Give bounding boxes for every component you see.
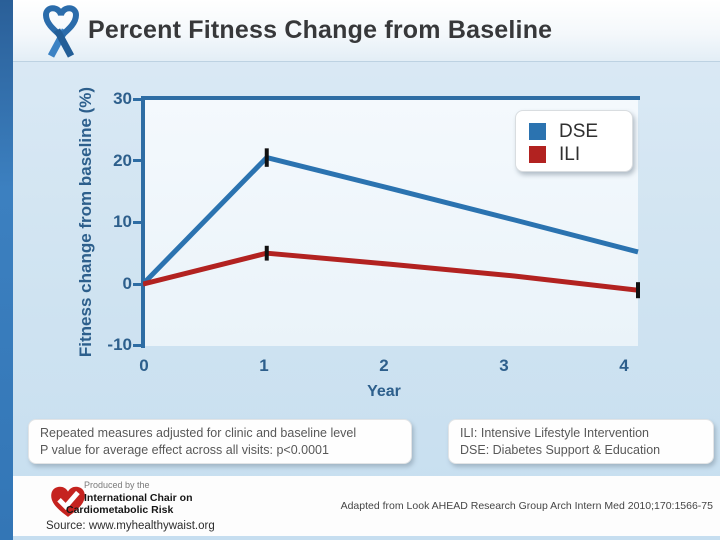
dse-color-swatch: [529, 123, 546, 140]
methods-note-line2: P value for average effect across all vi…: [40, 443, 329, 457]
x-tick-label: 0: [139, 356, 149, 375]
abbrev-line1: ILI: Intensive Lifestyle Intervention: [460, 426, 649, 440]
x-tick-label: 1: [259, 356, 269, 375]
slide-header: Percent Fitness Change from Baseline: [13, 0, 720, 62]
y-tick-mark: [133, 159, 141, 162]
y-tick-mark: [133, 221, 141, 224]
page-title: Percent Fitness Change from Baseline: [88, 16, 553, 44]
logo-org-line2: Cardiometabolic Risk: [66, 504, 174, 516]
awareness-ribbon-icon: [40, 2, 84, 65]
abbrev-line2: DSE: Diabetes Support & Education: [460, 443, 661, 457]
legend-item-dse: DSE: [529, 120, 632, 143]
y-tick-label: -10: [107, 335, 132, 354]
chart-legend: DSE ILI: [515, 110, 633, 172]
y-tick-mark: [133, 344, 141, 347]
x-tick-label: 2: [379, 356, 389, 375]
chart-lines: [143, 148, 640, 299]
y-axis-line: [141, 96, 145, 348]
x-axis-title: Year: [367, 383, 401, 400]
x-tick-label: 3: [499, 356, 509, 375]
y-tick-mark: [133, 283, 141, 286]
legend-item-ili: ILI: [529, 143, 632, 166]
y-tick-label: 10: [113, 212, 132, 231]
y-tick-label: 0: [122, 274, 132, 293]
ili-color-swatch: [529, 146, 546, 163]
methods-note-line1: Repeated measures adjusted for clinic an…: [40, 426, 357, 440]
footer-strip: [13, 476, 720, 536]
x-tick-label: 4: [619, 356, 629, 375]
citation-text: Adapted from Look AHEAD Research Group A…: [340, 500, 713, 512]
left-accent-bar: [0, 0, 13, 540]
legend-label: ILI: [559, 143, 581, 165]
logo-org-line1: International Chair on: [84, 492, 193, 504]
source-link[interactable]: Source: www.myhealthywaist.org: [46, 520, 215, 532]
legend-label: DSE: [559, 120, 599, 142]
methods-note-box: Repeated measures adjusted for clinic an…: [28, 419, 412, 464]
logo-produced-by: Produced by the: [84, 480, 150, 490]
heart-checkmark-logo-icon: [50, 485, 86, 524]
y-tick-label: 30: [113, 89, 132, 108]
y-tick-label: 20: [113, 151, 132, 170]
abbreviations-box: ILI: Intensive Lifestyle Intervention DS…: [448, 419, 714, 464]
y-tick-mark: [133, 98, 141, 101]
plot-top-border: [141, 96, 640, 100]
